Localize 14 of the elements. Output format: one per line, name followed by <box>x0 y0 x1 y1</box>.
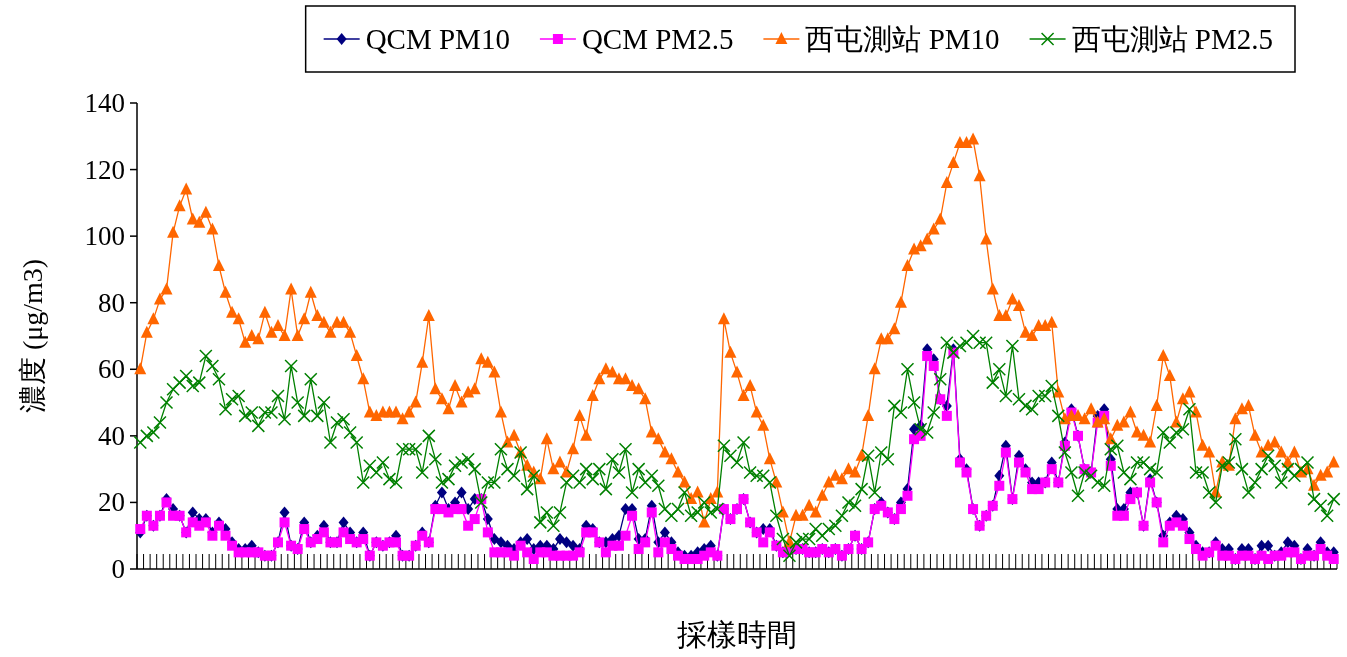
y-tick-label: 40 <box>98 420 125 451</box>
y-tick-label: 140 <box>84 88 125 118</box>
legend-label: 西屯測站 PM10 <box>805 23 1000 55</box>
y-tick-label: 120 <box>84 154 125 185</box>
y-tick-label: 0 <box>111 554 125 584</box>
x-axis-title: 採樣時間 <box>677 618 797 651</box>
y-tick-label: 100 <box>84 221 125 252</box>
legend-label: QCM PM2.5 <box>581 23 734 55</box>
y-tick-label: 60 <box>98 354 125 385</box>
legend-label: QCM PM10 <box>365 23 510 55</box>
y-tick-label: 20 <box>98 487 125 518</box>
y-tick-label: 80 <box>98 287 125 318</box>
legend-label: 西屯測站 PM2.5 <box>1071 23 1273 55</box>
y-axis-title: 濃度 (μg/m3) <box>17 258 48 414</box>
